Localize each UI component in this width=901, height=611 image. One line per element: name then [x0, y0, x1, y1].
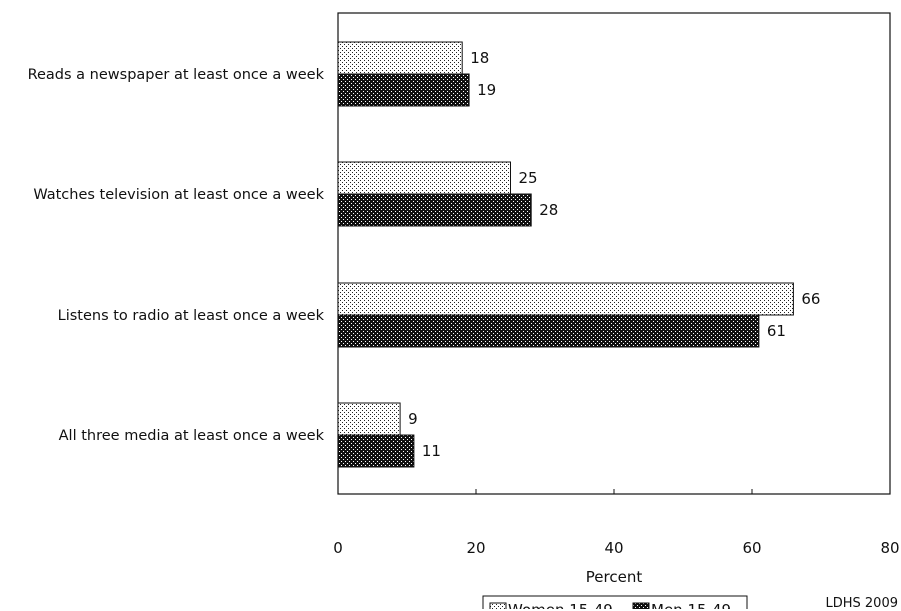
bar-women	[337, 282, 794, 316]
category-label: All three media at least once a week	[59, 428, 325, 444]
value-label-men: 61	[767, 322, 786, 340]
bar-men	[337, 73, 470, 107]
category-label: Listens to radio at least once a week	[58, 308, 325, 324]
bar-men	[337, 193, 532, 227]
category-label: Reads a newspaper at least once a week	[28, 67, 325, 83]
legend-frame	[482, 595, 748, 609]
category-labels: Reads a newspaper at least once a week Wa…	[28, 67, 325, 444]
x-tick-label: 40	[604, 539, 623, 557]
bar-women	[337, 402, 401, 436]
legend-swatch-men	[632, 602, 650, 609]
x-tick-label: 20	[466, 539, 485, 557]
value-label-men: 19	[477, 81, 496, 99]
source-note: LDHS 2009	[825, 596, 899, 611]
value-label-women: 66	[801, 290, 820, 308]
x-tick-label: 0	[333, 539, 343, 557]
legend: Women 15-49 Men 15-49	[482, 595, 748, 609]
bar-men	[337, 314, 760, 348]
value-label-women: 9	[408, 410, 418, 428]
legend-label-men: Men 15-49	[651, 601, 731, 609]
category-label: Watches television at least once a week	[33, 187, 324, 203]
x-axis-ticks: 0 20 40 60 80	[333, 489, 900, 557]
x-tick-label: 60	[742, 539, 761, 557]
bar-women	[337, 41, 463, 75]
value-label-women: 25	[519, 169, 538, 187]
value-label-men: 11	[422, 442, 441, 460]
bar-men	[337, 434, 415, 468]
x-axis-title: Percent	[586, 568, 643, 586]
x-tick-label: 80	[880, 539, 899, 557]
legend-label-women: Women 15-49	[508, 601, 613, 609]
legend-swatch-women	[489, 602, 507, 609]
value-label-men: 28	[539, 201, 558, 219]
value-label-women: 18	[470, 49, 489, 67]
bar-women	[337, 161, 511, 195]
